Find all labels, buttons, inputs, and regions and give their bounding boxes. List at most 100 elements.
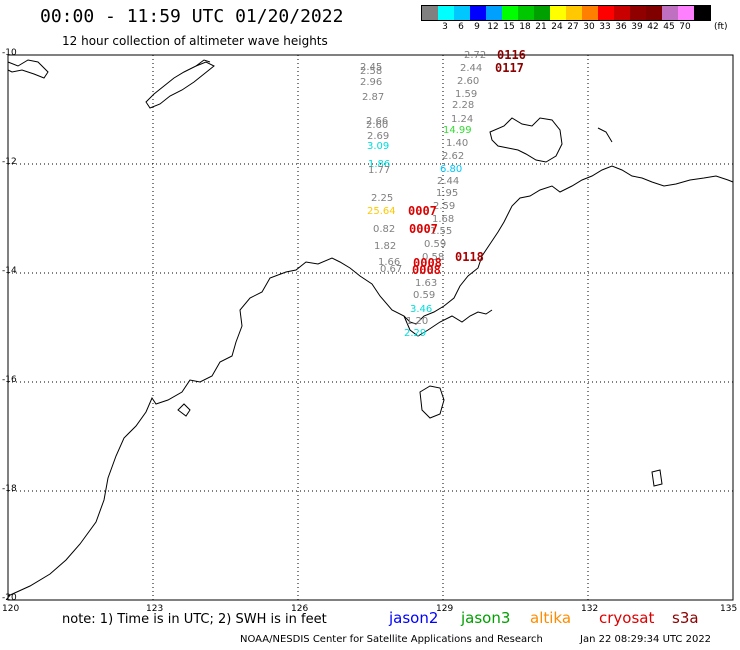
wave-height-label: 1.86: [368, 159, 391, 170]
lat-label-20: -20: [2, 593, 17, 603]
wave-height-label: 2.44: [460, 63, 483, 74]
wave-height-label: 2.45: [360, 62, 383, 73]
legend-tick-label: 15: [503, 22, 515, 32]
legend-swatch: [486, 6, 502, 20]
wave-height-label: 1.95: [436, 188, 459, 199]
coast-island-kimberley: [177, 403, 191, 417]
legend-tick-label: 12: [487, 22, 499, 32]
legend-tick-label: 9: [474, 22, 480, 32]
footer-note: note: 1) Time is in UTC; 2) SWH is in fe…: [62, 612, 327, 627]
coast-bonaparte-gulf: [403, 309, 493, 337]
wave-height-label: 2.96: [360, 77, 383, 88]
pass-code-label: 0007: [409, 222, 438, 236]
wave-height-label: 1.66: [378, 257, 401, 268]
wave-height-label: 2.59: [433, 201, 456, 212]
wave-height-label: 2.69: [367, 131, 390, 142]
credit-line: NOAA/NESDIS Center for Satellite Applica…: [240, 634, 543, 645]
lon-label-123: 123: [146, 604, 164, 614]
wave-height-label: 0.67: [380, 264, 403, 275]
map-subtitle: 12 hour collection of altimeter wave hei…: [62, 34, 328, 48]
wave-height-label: 25.64: [367, 206, 396, 217]
wave-height-label: 2.28: [452, 100, 475, 111]
lat-label-12: -12: [2, 157, 17, 167]
pass-code-label: 0118: [455, 250, 484, 264]
lat-label-16: -16: [2, 375, 17, 385]
pass-code-label: 0007: [408, 204, 437, 218]
legend-tick-label: 70: [679, 22, 691, 32]
wave-height-label: 0.59: [413, 290, 436, 301]
wave-height-label: 6.80: [440, 164, 463, 175]
legend-swatch: [566, 6, 582, 20]
wave-height-label: 2.87: [362, 92, 385, 103]
lon-label-126: 126: [291, 604, 309, 614]
wave-height-label: 1.63: [415, 278, 438, 289]
wave-height-label: 1.20: [406, 316, 429, 327]
generated-timestamp: Jan 22 08:29:34 UTC 2022: [580, 634, 712, 645]
lat-label-14: -14: [2, 266, 17, 276]
color-scale-unit: (ft): [714, 22, 728, 32]
legend-swatch: [678, 6, 694, 20]
coast-island-east: [651, 469, 663, 487]
pass-code-label: 0116: [497, 48, 526, 62]
coast-island-fragment: [195, 59, 211, 67]
wave-height-label: 2.29: [404, 328, 427, 339]
coast-australia-north: [7, 165, 734, 597]
legend-tick-label: 18: [519, 22, 531, 32]
legend-tick-label: 36: [615, 22, 627, 32]
satellite-cryosat: cryosat: [599, 609, 655, 627]
coast-cobourg: [597, 127, 613, 143]
wave-height-label: 2.60: [366, 120, 389, 131]
lon-label-135: 135: [720, 604, 738, 614]
wave-height-label: 1.77: [368, 165, 391, 176]
graticule: [8, 55, 733, 600]
legend-swatch: [518, 6, 534, 20]
legend-tick-label: 39: [631, 22, 643, 32]
satellite-altika: altika: [530, 609, 572, 627]
legend-tick-label: 27: [567, 22, 579, 32]
lon-label-120: 120: [2, 604, 20, 614]
pass-code-label: 0117: [495, 61, 524, 75]
wave-height-label: 0.58: [422, 252, 445, 263]
map-title: 00:00 - 11:59 UTC 01/20/2022: [40, 6, 344, 27]
legend-swatch: [550, 6, 566, 20]
legend-tick-label: 42: [647, 22, 659, 32]
wave-height-label: 1.55: [430, 226, 453, 237]
legend-tick-label: 21: [535, 22, 547, 32]
coast-island-south: [419, 385, 445, 419]
wave-height-label: 1.68: [432, 214, 455, 225]
legend-tick-label: 30: [583, 22, 595, 32]
legend-swatch: [454, 6, 470, 20]
lon-label-129: 129: [436, 604, 454, 614]
lon-label-132: 132: [581, 604, 599, 614]
pass-code-label: 0008: [413, 256, 442, 270]
coastlines: [7, 59, 734, 597]
wave-height-label: 2.58: [360, 66, 383, 77]
legend-tick-label: 33: [599, 22, 611, 32]
coast-island-timor: [145, 61, 215, 109]
wave-height-label: 2.25: [371, 193, 394, 204]
wave-height-label: 1.59: [455, 89, 478, 100]
coast-melville-island: [489, 117, 563, 163]
wave-height-label: 0.82: [373, 224, 396, 235]
legend-swatch: [646, 6, 662, 20]
satellite-jason2: jason2: [389, 609, 439, 627]
legend-swatch: [598, 6, 614, 20]
wave-height-label: 2.66: [366, 116, 389, 127]
legend-swatch: [614, 6, 630, 20]
wave-height-label: 2.44: [437, 176, 460, 187]
legend-swatch: [534, 6, 550, 20]
legend-swatch: [422, 6, 438, 20]
wave-height-color-scale: [421, 5, 711, 21]
legend-swatch: [502, 6, 518, 20]
wave-height-label: 2.60: [457, 76, 480, 87]
legend-swatch: [694, 6, 710, 20]
legend-swatch: [470, 6, 486, 20]
wave-height-label: 0.59: [424, 239, 447, 250]
wave-height-label: 2.72: [464, 50, 487, 61]
lat-label-18: -18: [2, 484, 17, 494]
satellite-s3a: s3a: [672, 609, 699, 627]
wave-height-label: 3.46: [410, 304, 433, 315]
legend-swatch: [582, 6, 598, 20]
